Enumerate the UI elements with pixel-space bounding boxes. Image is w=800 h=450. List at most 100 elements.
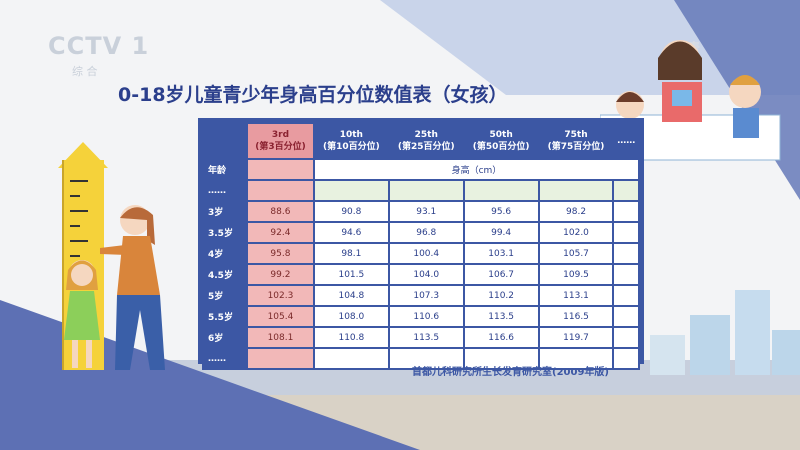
table-row: 5岁 102.3 104.8 107.3 110.2 113.1 bbox=[202, 284, 640, 307]
building-illustration bbox=[690, 315, 730, 375]
table-row: …… bbox=[202, 179, 640, 202]
table-cell bbox=[612, 179, 640, 202]
row-header: 3.5岁 bbox=[202, 221, 248, 244]
table-cell: 108.0 bbox=[312, 305, 390, 328]
table-cell bbox=[537, 179, 615, 202]
column-header-label: 50th bbox=[489, 130, 513, 140]
table-cell bbox=[462, 347, 540, 370]
table-cell bbox=[612, 200, 640, 223]
table-cell: 107.3 bbox=[387, 284, 465, 307]
column-header-sublabel: (第3百分位) bbox=[255, 142, 306, 152]
column-header-label: …… bbox=[617, 136, 636, 146]
ruler-tick bbox=[70, 225, 80, 227]
row-header: 5.5岁 bbox=[202, 305, 248, 328]
table-unit-row: 年龄 身高（cm） bbox=[202, 158, 641, 181]
table-cell bbox=[387, 179, 465, 202]
row-header: 6岁 bbox=[202, 326, 248, 349]
table-row: 4.5岁 99.2 101.5 104.0 106.7 109.5 bbox=[202, 263, 640, 286]
table-cell bbox=[462, 179, 540, 202]
row-header: …… bbox=[202, 179, 248, 202]
row-header: 4.5岁 bbox=[202, 263, 248, 286]
table-cell: 108.1 bbox=[246, 326, 315, 349]
table-cell: 98.2 bbox=[537, 200, 615, 223]
building-illustration bbox=[772, 330, 800, 375]
table-cell: 105.4 bbox=[246, 305, 315, 328]
table-cell: 95.6 bbox=[462, 200, 540, 223]
column-header: …… bbox=[612, 122, 640, 160]
table-cell: 100.4 bbox=[387, 242, 465, 265]
table-cell: 119.7 bbox=[537, 326, 615, 349]
table-cell bbox=[246, 347, 315, 370]
column-header: 25th (第25百分位) bbox=[387, 122, 465, 160]
row-header: …… bbox=[202, 347, 248, 370]
table-cell: 104.8 bbox=[312, 284, 390, 307]
girl-illustration bbox=[64, 260, 100, 368]
table-cell bbox=[246, 158, 315, 181]
row-header: 5岁 bbox=[202, 284, 248, 307]
table-cell bbox=[387, 347, 465, 370]
table-cell bbox=[537, 347, 615, 370]
table-cell: 113.5 bbox=[387, 326, 465, 349]
table-cell bbox=[612, 284, 640, 307]
table-cell bbox=[612, 326, 640, 349]
table-cell: 106.7 bbox=[462, 263, 540, 286]
table-cell: 113.5 bbox=[462, 305, 540, 328]
table-cell: 96.8 bbox=[387, 221, 465, 244]
column-header-label: 3rd bbox=[271, 130, 290, 140]
ruler-tick bbox=[70, 255, 80, 257]
column-header-sublabel: (第25百分位) bbox=[397, 142, 455, 152]
column-header-sublabel: (第10百分位) bbox=[322, 142, 380, 152]
column-header: 10th (第10百分位) bbox=[312, 122, 390, 160]
table-cell: 88.6 bbox=[246, 200, 315, 223]
ruler-tick bbox=[70, 210, 88, 212]
table-cell: 104.0 bbox=[387, 263, 465, 286]
column-header-sublabel: (第75百分位) bbox=[547, 142, 605, 152]
table-cell: 93.1 bbox=[387, 200, 465, 223]
table-cell: 95.8 bbox=[246, 242, 315, 265]
table-cell bbox=[312, 179, 390, 202]
table-cell bbox=[612, 221, 640, 244]
ruler-tick bbox=[70, 180, 88, 182]
table-cell bbox=[612, 242, 640, 265]
column-header: 75th (第75百分位) bbox=[537, 122, 615, 160]
table-cell bbox=[612, 347, 640, 370]
column-header-label: 75th bbox=[564, 130, 588, 140]
channel-logo-sub: 综 合 bbox=[72, 65, 98, 78]
table-cell bbox=[246, 179, 315, 202]
column-header: 3rd (第3百分位) bbox=[246, 122, 315, 160]
table-cell: 116.5 bbox=[537, 305, 615, 328]
table-cell: 105.7 bbox=[537, 242, 615, 265]
table-cell: 116.6 bbox=[462, 326, 540, 349]
table-cell: 99.4 bbox=[462, 221, 540, 244]
table-cell: 102.0 bbox=[537, 221, 615, 244]
table-cell: 110.6 bbox=[387, 305, 465, 328]
table-cell bbox=[612, 263, 640, 286]
table-cell: 98.1 bbox=[312, 242, 390, 265]
table-cell: 110.8 bbox=[312, 326, 390, 349]
building-illustration bbox=[735, 290, 770, 375]
table-row: 3.5岁 92.4 94.6 96.8 99.4 102.0 bbox=[202, 221, 640, 244]
column-header-sublabel: (第50百分位) bbox=[472, 142, 530, 152]
table-row: 3岁 88.6 90.8 93.1 95.6 98.2 bbox=[202, 200, 640, 223]
column-header: 50th (第50百分位) bbox=[462, 122, 540, 160]
table-cell: 99.2 bbox=[246, 263, 315, 286]
table-header-row: 3rd (第3百分位) 10th (第10百分位) 25th (第25百分位) 50t… bbox=[202, 122, 640, 160]
table-cell: 94.6 bbox=[312, 221, 390, 244]
table-cell: 103.1 bbox=[462, 242, 540, 265]
height-percentile-table: 3rd (第3百分位) 10th (第10百分位) 25th (第25百分位) 50t… bbox=[198, 118, 644, 370]
table-cell: 92.4 bbox=[246, 221, 315, 244]
channel-logo: CCTV 1 bbox=[48, 32, 150, 60]
table-cell: 101.5 bbox=[312, 263, 390, 286]
ruler-tick bbox=[70, 195, 80, 197]
table: 3rd (第3百分位) 10th (第10百分位) 25th (第25百分位) 50t… bbox=[202, 122, 641, 370]
table-cell bbox=[312, 347, 390, 370]
mother-illustration bbox=[100, 205, 165, 370]
column-header-label: 25th bbox=[414, 130, 438, 140]
table-row: 6岁 108.1 110.8 113.5 116.6 119.7 bbox=[202, 326, 640, 349]
table-cell: 109.5 bbox=[537, 263, 615, 286]
page-title: 0-18岁儿童青少年身高百分位数值表（女孩） bbox=[118, 84, 508, 106]
corner-cell bbox=[202, 122, 248, 160]
column-header-label: 10th bbox=[339, 130, 363, 140]
ruler-tick bbox=[70, 240, 88, 242]
table-row: …… bbox=[202, 347, 640, 370]
